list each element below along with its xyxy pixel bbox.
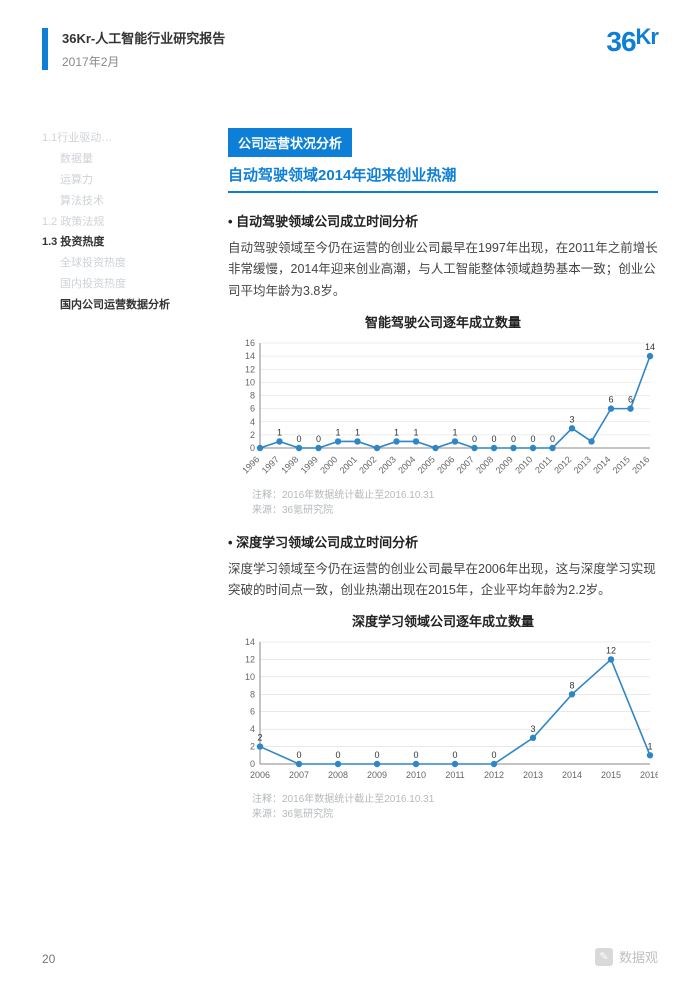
svg-text:14: 14 — [245, 351, 255, 361]
svg-text:2013: 2013 — [523, 770, 543, 780]
svg-text:2015: 2015 — [601, 770, 621, 780]
chart-footnote-1: 注释：2016年数据统计截止至2016.10.31 来源：36氪研究院 — [252, 488, 658, 518]
line-chart-2: 0246810121420000003812120062007200820092… — [228, 636, 658, 786]
svg-text:2010: 2010 — [406, 770, 426, 780]
watermark-text: 数据观 — [619, 947, 658, 966]
toc-item: 算法技术 — [42, 191, 202, 212]
svg-text:10: 10 — [245, 377, 255, 387]
toc-item: 1.2 政策法规 — [42, 212, 202, 233]
svg-text:0: 0 — [413, 750, 418, 760]
line-chart-1: 0246810121416100111110000036614199619971… — [228, 337, 658, 482]
chart-footnote-2: 注释：2016年数据统计截止至2016.10.31 来源：36氪研究院 — [252, 792, 658, 822]
svg-text:0: 0 — [530, 434, 535, 444]
svg-text:0: 0 — [472, 434, 477, 444]
svg-text:0: 0 — [550, 434, 555, 444]
svg-text:14: 14 — [245, 637, 255, 647]
svg-text:12: 12 — [245, 364, 255, 374]
svg-text:0: 0 — [452, 750, 457, 760]
subsection-title-2: 深度学习领域公司成立时间分析 — [228, 532, 658, 551]
logo-text: 36 — [606, 26, 635, 57]
svg-text:8: 8 — [250, 690, 255, 700]
toc-item: 1.1行业驱动… — [42, 128, 202, 149]
section-badge: 公司运营状况分析 — [228, 128, 352, 157]
svg-text:3: 3 — [569, 414, 574, 424]
svg-text:6: 6 — [608, 394, 613, 404]
report-date: 2017年2月 — [62, 53, 225, 70]
footnote-line: 注释：2016年数据统计截止至2016.10.31 — [252, 488, 658, 503]
svg-text:1: 1 — [452, 427, 457, 437]
chart-title-1: 智能驾驶公司逐年成立数量 — [228, 312, 658, 331]
svg-text:0: 0 — [491, 750, 496, 760]
svg-text:2014: 2014 — [562, 770, 582, 780]
svg-text:0: 0 — [296, 434, 301, 444]
svg-text:3: 3 — [530, 724, 535, 734]
svg-text:0: 0 — [316, 434, 321, 444]
toc-item: 数据量 — [42, 149, 202, 170]
svg-text:0: 0 — [250, 759, 255, 769]
svg-text:0: 0 — [335, 750, 340, 760]
toc-item: 1.3 投资热度 — [42, 232, 202, 253]
svg-text:0: 0 — [511, 434, 516, 444]
svg-text:0: 0 — [374, 750, 379, 760]
svg-text:2008: 2008 — [328, 770, 348, 780]
footnote-line: 注释：2016年数据统计截止至2016.10.31 — [252, 792, 658, 807]
table-of-contents: 1.1行业驱动…数据量运算力算法技术1.2 政策法规1.3 投资热度全球投资热度… — [42, 128, 202, 316]
main-content: 公司运营状况分析 自动驾驶领域2014年迎来创业热潮 自动驾驶领域公司成立时间分… — [228, 128, 658, 836]
svg-text:6: 6 — [250, 707, 255, 717]
svg-text:2009: 2009 — [367, 770, 387, 780]
watermark: ✎ 数据观 — [595, 947, 658, 966]
svg-text:6: 6 — [250, 403, 255, 413]
svg-text:4: 4 — [250, 417, 255, 427]
svg-text:2007: 2007 — [289, 770, 309, 780]
subsection-title-1: 自动驾驶领域公司成立时间分析 — [228, 211, 658, 230]
svg-text:4: 4 — [250, 724, 255, 734]
svg-text:16: 16 — [245, 338, 255, 348]
svg-text:0: 0 — [491, 434, 496, 444]
logo-suffix: Kr — [636, 24, 658, 49]
svg-text:10: 10 — [245, 672, 255, 682]
svg-text:12: 12 — [245, 655, 255, 665]
page-number: 20 — [42, 952, 55, 966]
footnote-line: 来源：36氪研究院 — [252, 807, 658, 822]
svg-text:2: 2 — [250, 742, 255, 752]
toc-item: 全球投资热度 — [42, 253, 202, 274]
body-text-2: 深度学习领域至今仍在运营的创业公司最早在2006年出现，这与深度学习实现突破的时… — [228, 559, 658, 602]
svg-text:12: 12 — [606, 646, 616, 656]
brand-logo: 36Kr — [606, 26, 658, 58]
svg-text:1: 1 — [355, 427, 360, 437]
watermark-icon: ✎ — [595, 948, 613, 966]
footnote-line: 来源：36氪研究院 — [252, 503, 658, 518]
svg-text:2012: 2012 — [484, 770, 504, 780]
svg-text:2016: 2016 — [640, 770, 658, 780]
svg-text:6: 6 — [628, 394, 633, 404]
svg-text:8: 8 — [250, 390, 255, 400]
svg-text:0: 0 — [250, 443, 255, 453]
svg-text:14: 14 — [645, 342, 655, 352]
section-headline: 自动驾驶领域2014年迎来创业热潮 — [228, 157, 658, 193]
svg-text:1: 1 — [335, 427, 340, 437]
svg-text:1: 1 — [413, 427, 418, 437]
svg-text:2006: 2006 — [250, 770, 270, 780]
svg-text:2011: 2011 — [445, 770, 464, 780]
svg-text:1: 1 — [277, 427, 282, 437]
svg-text:2: 2 — [257, 733, 262, 743]
toc-item: 运算力 — [42, 170, 202, 191]
chart-title-2: 深度学习领域公司逐年成立数量 — [228, 611, 658, 630]
svg-text:2: 2 — [250, 430, 255, 440]
toc-item: 国内公司运营数据分析 — [42, 295, 202, 316]
svg-text:0: 0 — [296, 750, 301, 760]
body-text-1: 自动驾驶领域至今仍在运营的创业公司最早在1997年出现，在2011年之前增长非常… — [228, 238, 658, 302]
svg-text:8: 8 — [569, 681, 574, 691]
svg-text:1: 1 — [647, 742, 652, 752]
report-header: 36Kr-人工智能行业研究报告 2017年2月 — [42, 28, 225, 70]
toc-item: 国内投资热度 — [42, 274, 202, 295]
svg-text:1: 1 — [394, 427, 399, 437]
report-title: 36Kr-人工智能行业研究报告 — [62, 28, 225, 47]
